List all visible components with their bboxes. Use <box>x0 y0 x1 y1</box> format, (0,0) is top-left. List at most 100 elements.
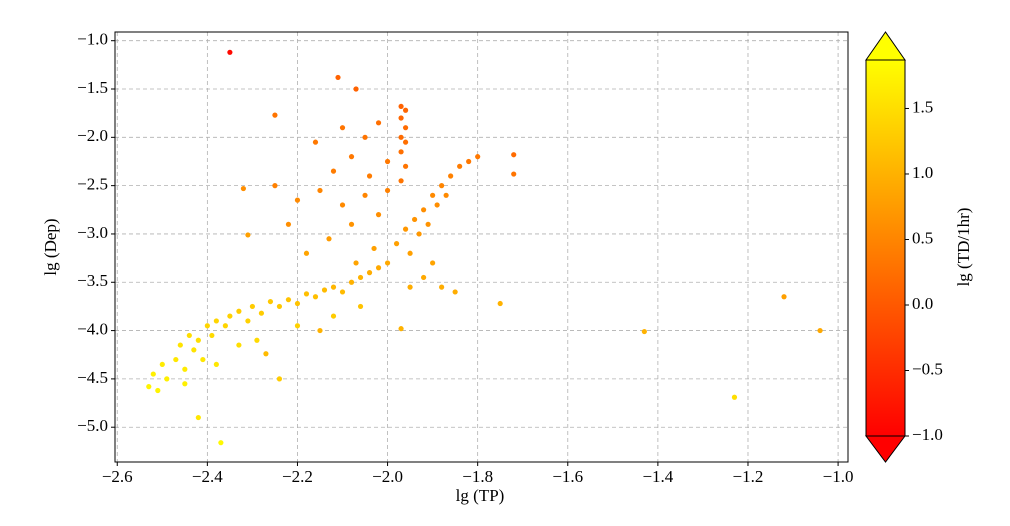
point <box>398 149 404 155</box>
y-tick-label: −4.5 <box>77 368 108 387</box>
colorbar-tick-label: −0.5 <box>912 359 943 378</box>
point <box>218 440 224 446</box>
point <box>362 134 368 140</box>
point <box>384 158 391 165</box>
point <box>240 185 246 192</box>
colorbar-tick-label: 1.5 <box>912 97 933 116</box>
point <box>330 313 337 319</box>
point <box>186 332 192 339</box>
point <box>466 158 472 165</box>
y-tick-label: −4.0 <box>77 319 108 338</box>
x-tick-label: −2.6 <box>102 467 133 486</box>
point <box>357 274 364 281</box>
point <box>781 294 787 300</box>
colorbar-extend-top <box>865 31 906 61</box>
point <box>398 103 404 110</box>
point <box>317 187 323 194</box>
point <box>330 284 337 290</box>
point <box>159 361 165 368</box>
y-tick-label: −1.5 <box>77 78 108 97</box>
point <box>817 327 823 334</box>
point <box>425 221 431 227</box>
x-tick-label: −1.4 <box>642 467 673 486</box>
point <box>272 183 278 189</box>
point <box>402 107 409 113</box>
point <box>195 337 201 343</box>
point <box>375 212 382 218</box>
point <box>511 171 517 177</box>
point <box>204 323 210 329</box>
y-tick-label: −3.0 <box>77 223 108 242</box>
point <box>254 337 260 343</box>
point <box>209 332 215 339</box>
x-tick-label: −1.6 <box>552 467 583 486</box>
point <box>182 366 188 372</box>
point <box>303 291 310 297</box>
point <box>339 125 346 131</box>
point <box>285 221 292 227</box>
x-tick-label: −1.2 <box>733 467 764 486</box>
point <box>326 236 332 242</box>
point <box>384 260 391 266</box>
point <box>339 202 346 208</box>
point <box>511 152 517 158</box>
colorbar-tick-label: 0.5 <box>912 228 933 247</box>
y-tick-label: −3.5 <box>77 271 108 290</box>
point <box>348 279 355 285</box>
point <box>366 270 373 276</box>
point <box>497 300 503 307</box>
point <box>182 381 188 387</box>
point <box>384 187 391 194</box>
point <box>245 232 251 238</box>
x-tick-label: −2.0 <box>372 467 403 486</box>
colorbar-tick-label: 1.0 <box>912 163 933 182</box>
point <box>398 134 404 140</box>
point <box>227 313 233 319</box>
point <box>366 173 373 179</box>
x-tick-label: −2.2 <box>282 467 313 486</box>
point <box>411 216 418 223</box>
point <box>339 289 346 295</box>
point <box>421 207 427 213</box>
point <box>407 250 413 256</box>
point <box>348 221 355 227</box>
y-tick-label: −2.5 <box>77 175 108 194</box>
point <box>267 298 274 305</box>
point <box>294 300 301 307</box>
point <box>362 192 368 198</box>
point <box>439 284 445 290</box>
point <box>213 361 219 368</box>
point <box>249 303 256 310</box>
point <box>402 125 409 131</box>
point <box>353 86 359 92</box>
point <box>155 387 161 394</box>
point <box>402 139 409 145</box>
point <box>321 287 328 293</box>
colorbar-tick-label: −1.0 <box>912 425 943 444</box>
point <box>398 326 404 332</box>
point <box>731 394 738 400</box>
point <box>416 231 422 237</box>
point <box>402 163 409 169</box>
point <box>303 250 310 256</box>
point <box>371 245 377 252</box>
colorbar <box>865 59 906 437</box>
point <box>312 139 319 145</box>
point <box>443 192 449 198</box>
point <box>200 356 206 363</box>
x-tick-label: −1.8 <box>462 467 493 486</box>
point <box>407 284 413 290</box>
point <box>150 371 156 377</box>
point <box>430 260 436 266</box>
point <box>276 303 283 310</box>
point <box>312 294 319 300</box>
point <box>398 115 404 121</box>
point <box>146 384 152 390</box>
x-axis-label: lg (TP) <box>456 486 505 505</box>
point <box>434 202 440 208</box>
point <box>294 323 301 329</box>
point <box>236 342 242 348</box>
point <box>213 318 219 324</box>
point <box>227 49 233 55</box>
point <box>452 289 458 295</box>
